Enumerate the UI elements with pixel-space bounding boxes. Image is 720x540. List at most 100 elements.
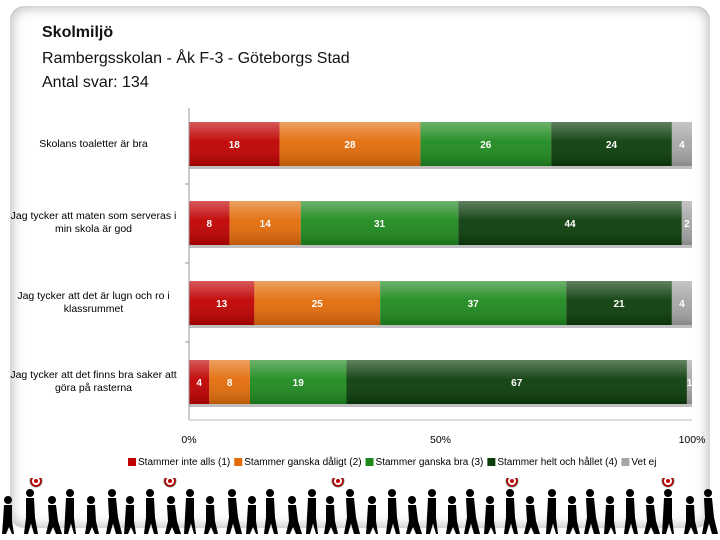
bar-segment-shadow [671,166,692,169]
target-icon [168,479,172,483]
person-head [126,496,134,504]
person-head [506,489,514,497]
person-head [448,496,456,504]
person-head [486,496,494,504]
chart-subtitle: Rambergsskolan - Åk F-3 - Göteborgs Stad [42,50,350,67]
people-silhouette-decoration [2,478,718,534]
bar-segment-shadow [209,404,250,407]
target-icon [666,479,670,483]
person-head [626,489,634,497]
category-label-0: Skolans toaletter är bra [39,138,148,150]
bar-segment-shadow [566,325,672,328]
bar-segment-shine [189,122,280,166]
x-tick-label: 0% [181,434,196,446]
person-head [167,496,175,504]
legend-swatch [234,458,243,466]
person-head [4,496,12,504]
person-body [604,505,616,534]
person-head [704,489,712,497]
bar-value-label: 37 [468,299,480,310]
bar-value-label: 8 [227,378,233,389]
category-label-3: Jag tycker att det finns bra saker att g… [10,369,177,394]
person-body [24,498,38,534]
person-head [346,489,354,497]
person-body [226,498,242,534]
response-count: Antal svar: 134 [42,74,149,91]
bar-segment-shine [189,201,230,245]
bar-value-label: 14 [260,219,272,230]
person-body [464,498,480,534]
legend-label: Vet ej [631,457,656,468]
bar-segment-shadow [189,166,280,169]
bar-segment-shine [189,360,210,404]
person-body [484,505,496,534]
bar-value-label: 18 [229,140,241,151]
bar-value-label: 4 [679,299,685,310]
person-body [106,498,122,534]
bar-segment-shine [346,360,687,404]
bar-segment-shadow [380,325,567,328]
person-body [446,505,460,534]
person-body [124,505,136,534]
legend-label: Stammer ganska dåligt (2) [244,456,361,468]
bar-value-label: 24 [606,140,618,151]
bar-segment-shine [254,281,381,325]
person-head [228,489,236,497]
bar-segment-shine [671,281,692,325]
bar-value-label: 31 [374,219,386,230]
bar-segment-shine [300,201,459,245]
person-body [584,498,600,534]
bar-segment-shadow [189,325,255,328]
person-head [548,489,556,497]
person-head [388,489,396,497]
target-icon [336,479,340,483]
person-head [686,496,694,504]
target-icon [510,479,514,483]
bar-segment-shadow [346,404,687,407]
person-head [186,489,194,497]
bar-segment-shadow [189,404,210,407]
person-body [64,498,76,534]
bar-segment-shadow [671,325,692,328]
person-body [165,505,181,534]
person-head [288,496,296,504]
bar-segment-shine [229,201,301,245]
person-head [526,496,534,504]
person-body [426,498,438,534]
person-head [466,489,474,497]
x-tick-label: 100% [679,434,706,446]
bar-value-label: 8 [207,219,213,230]
bar-segment-shine [380,281,567,325]
legend-label: Stammer helt och hållet (4) [497,456,617,468]
person-body [644,505,660,534]
bar-segment-shine [671,122,692,166]
bar-segment-shadow [279,166,421,169]
person-head [368,496,376,504]
person-body [324,505,338,534]
bar-value-label: 4 [679,140,685,151]
x-tick-label: 50% [430,434,451,446]
person-head [606,496,614,504]
person-head [48,496,56,504]
bar-segment-shadow [686,404,692,407]
person-head [326,496,334,504]
person-head [568,496,576,504]
person-head [146,489,154,497]
bar-value-label: 2 [684,219,690,230]
bar-segment-shine [189,281,255,325]
stacked-bar-chart: 18 28 26 24 48 14 31 44 213 25 37 21 44 8 19 67 1 0% 50% 1… [128,108,706,468]
person-body [702,498,718,534]
person-head [248,496,256,504]
person-body [2,505,14,534]
bar-segment-shine [420,122,552,166]
person-body [306,498,318,534]
person-head [66,489,74,497]
person-head [26,489,34,497]
legend-label: Stammer inte alls (1) [138,457,230,468]
bar-segment-shadow [189,245,230,248]
person-body [366,505,378,534]
bar-value-label: 13 [216,299,228,310]
person-head [266,489,274,497]
bar-value-label: 44 [564,219,576,230]
bar-value-label: 28 [344,140,356,151]
